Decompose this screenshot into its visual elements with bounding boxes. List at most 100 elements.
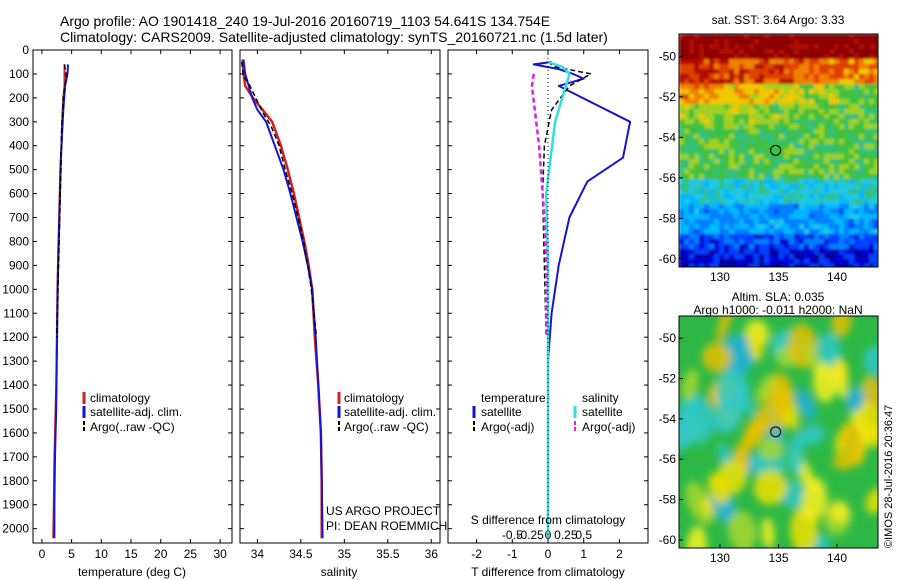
sst-field <box>679 34 878 267</box>
imos-credit: ©IMOS 28-Jul-2016 20:36:47 <box>883 405 895 548</box>
sla-field <box>679 316 878 548</box>
depth-tick-label: 400 <box>9 139 29 153</box>
depth-tick-label: 900 <box>9 258 29 272</box>
depth-tick-label: 700 <box>9 211 29 225</box>
temperature-lines <box>52 64 69 539</box>
legend-label-temp-satellite: satellite <box>481 405 522 419</box>
project-annotation: US ARGO PROJECT <box>326 504 441 518</box>
lat-tick-label: -50 <box>659 331 677 345</box>
x-tick-label: 2 <box>616 547 623 561</box>
temperature-axes-frame <box>32 49 233 544</box>
salinity-legend: climatology satellite-adj. clim. Argo(..… <box>337 391 436 434</box>
x-tick-label: 25 <box>184 547 198 561</box>
depth-tick-label: 0 <box>22 43 29 57</box>
x-tick-label: 15 <box>124 547 138 561</box>
lat-tick-label: -60 <box>659 252 677 266</box>
s-difference-tick-label: 0.25 <box>554 528 578 542</box>
legend-label-satellite: satellite-adj. clim. <box>90 405 182 419</box>
lat-tick-label: -56 <box>659 452 677 466</box>
legend-label-sal-argo: Argo(-adj) <box>582 420 635 434</box>
x-tick-label: -1 <box>507 547 518 561</box>
legend-label-climatology: climatology <box>90 391 150 405</box>
series-line-salinity-argo-adj <box>530 73 548 338</box>
temperature-legend: climatology satellite-adj. clim. Argo(..… <box>82 391 182 434</box>
depth-tick-label: 200 <box>9 91 29 105</box>
depth-tick-label: 1600 <box>2 426 29 440</box>
legend-label-argo: Argo(..raw -QC) <box>344 420 429 434</box>
x-tick-label: 30 <box>213 547 227 561</box>
sla-map-title-line2: Argo h1000: -0.011 h2000: NaN <box>693 303 862 317</box>
depth-tick-label: 100 <box>9 67 29 81</box>
x-tick-label: 34.5 <box>289 547 313 561</box>
depth-tick-label: 1700 <box>2 450 29 464</box>
lon-tick-label: 130 <box>710 270 730 284</box>
lon-tick-label: 135 <box>768 551 788 565</box>
salinity-depth-ticks <box>240 49 440 530</box>
legend-title-salinity: salinity <box>582 391 619 405</box>
figure-title-line1: Argo profile: AO 1901418_240 19-Jul-2016… <box>60 13 550 29</box>
temperature-axis: 0 5 10 15 20 25 30 <box>39 50 227 561</box>
lat-tick-label: -58 <box>659 493 677 507</box>
sla-map-panel: Altim. SLA: 0.035 Argo h1000: -0.011 h20… <box>659 290 895 565</box>
lon-tick-label: 135 <box>768 270 788 284</box>
lat-tick-label: -58 <box>659 211 677 225</box>
lat-tick-label: -56 <box>659 171 677 185</box>
argo-location-marker <box>770 426 782 438</box>
difference-lines <box>530 50 632 543</box>
argo-location-marker <box>770 144 782 156</box>
temperature-xlabel: temperature (deg C) <box>78 565 186 579</box>
series-line-argo-raw-qc <box>240 61 318 338</box>
lon-tick-label: 130 <box>710 551 730 565</box>
lon-tick-label: 140 <box>827 270 847 284</box>
legend-label-sal-satellite: satellite <box>582 405 623 419</box>
legend-title-temperature: temperature <box>481 391 546 405</box>
x-tick-label: 0 <box>545 547 552 561</box>
legend-label-climatology: climatology <box>344 391 404 405</box>
x-tick-label: 0 <box>39 547 46 561</box>
depth-tick-label: 1800 <box>2 474 29 488</box>
legend-label-argo: Argo(..raw -QC) <box>90 420 175 434</box>
x-tick-label: 36 <box>425 547 439 561</box>
x-tick-label: 1 <box>580 547 587 561</box>
x-tick-label: 20 <box>154 547 168 561</box>
lat-tick-label: -60 <box>659 533 677 547</box>
s-difference-tick-label: -0.5 <box>502 528 523 542</box>
depth-tick-label: 600 <box>9 187 29 201</box>
depth-tick-label: 500 <box>9 163 29 177</box>
temperature-profile-panel: 0100200300400500600700800900100011001200… <box>2 43 233 579</box>
x-tick-label: 34 <box>251 547 265 561</box>
salinity-lines <box>240 59 324 539</box>
difference-depth-ticks <box>448 49 648 530</box>
series-line-satellite-adj-clim <box>242 59 324 539</box>
depth-tick-label: 1900 <box>2 498 29 512</box>
figure-title-line2: Climatology: CARS2009. Satellite-adjuste… <box>60 29 608 45</box>
s-difference-tick-label: -0.25 <box>516 528 544 542</box>
s-difference-tick-label: 0.5 <box>575 528 592 542</box>
series-line-salinity-satellite <box>544 60 571 539</box>
lat-tick-label: -54 <box>659 130 677 144</box>
s-difference-label: S difference from climatology <box>471 513 626 527</box>
sst-map-panel: sat. SST: 3.64 Argo: 3.33 130 135 140 -50 -5… <box>659 13 879 284</box>
x-tick-label: 35.5 <box>376 547 400 561</box>
x-tick-label: 10 <box>95 547 109 561</box>
series-line-temperature-argo-adj <box>541 61 592 338</box>
lat-tick-label: -52 <box>659 90 677 104</box>
salinity-axes-frame <box>239 49 441 544</box>
salinity-xlabel: salinity <box>321 565 358 579</box>
depth-tick-label: 1300 <box>2 354 29 368</box>
t-difference-xlabel: T difference from climatology <box>471 565 625 579</box>
lat-tick-label: -54 <box>659 412 677 426</box>
difference-legend: temperature satellite Argo(-adj) salinit… <box>472 391 635 434</box>
depth-tick-label: 1400 <box>2 378 29 392</box>
x-tick-label: -2 <box>471 547 482 561</box>
x-tick-label: 35 <box>338 547 352 561</box>
depth-tick-label: 800 <box>9 234 29 248</box>
sla-map-axes: 130 135 140 -50 -52 -54 -56 -58 -60 <box>659 331 848 565</box>
sla-map-title-line1: Altim. SLA: 0.035 <box>732 290 825 304</box>
depth-tick-label: 300 <box>9 115 29 129</box>
lat-tick-label: -52 <box>659 372 677 386</box>
lat-tick-label: -50 <box>659 49 677 63</box>
depth-tick-label: 1100 <box>3 306 29 320</box>
